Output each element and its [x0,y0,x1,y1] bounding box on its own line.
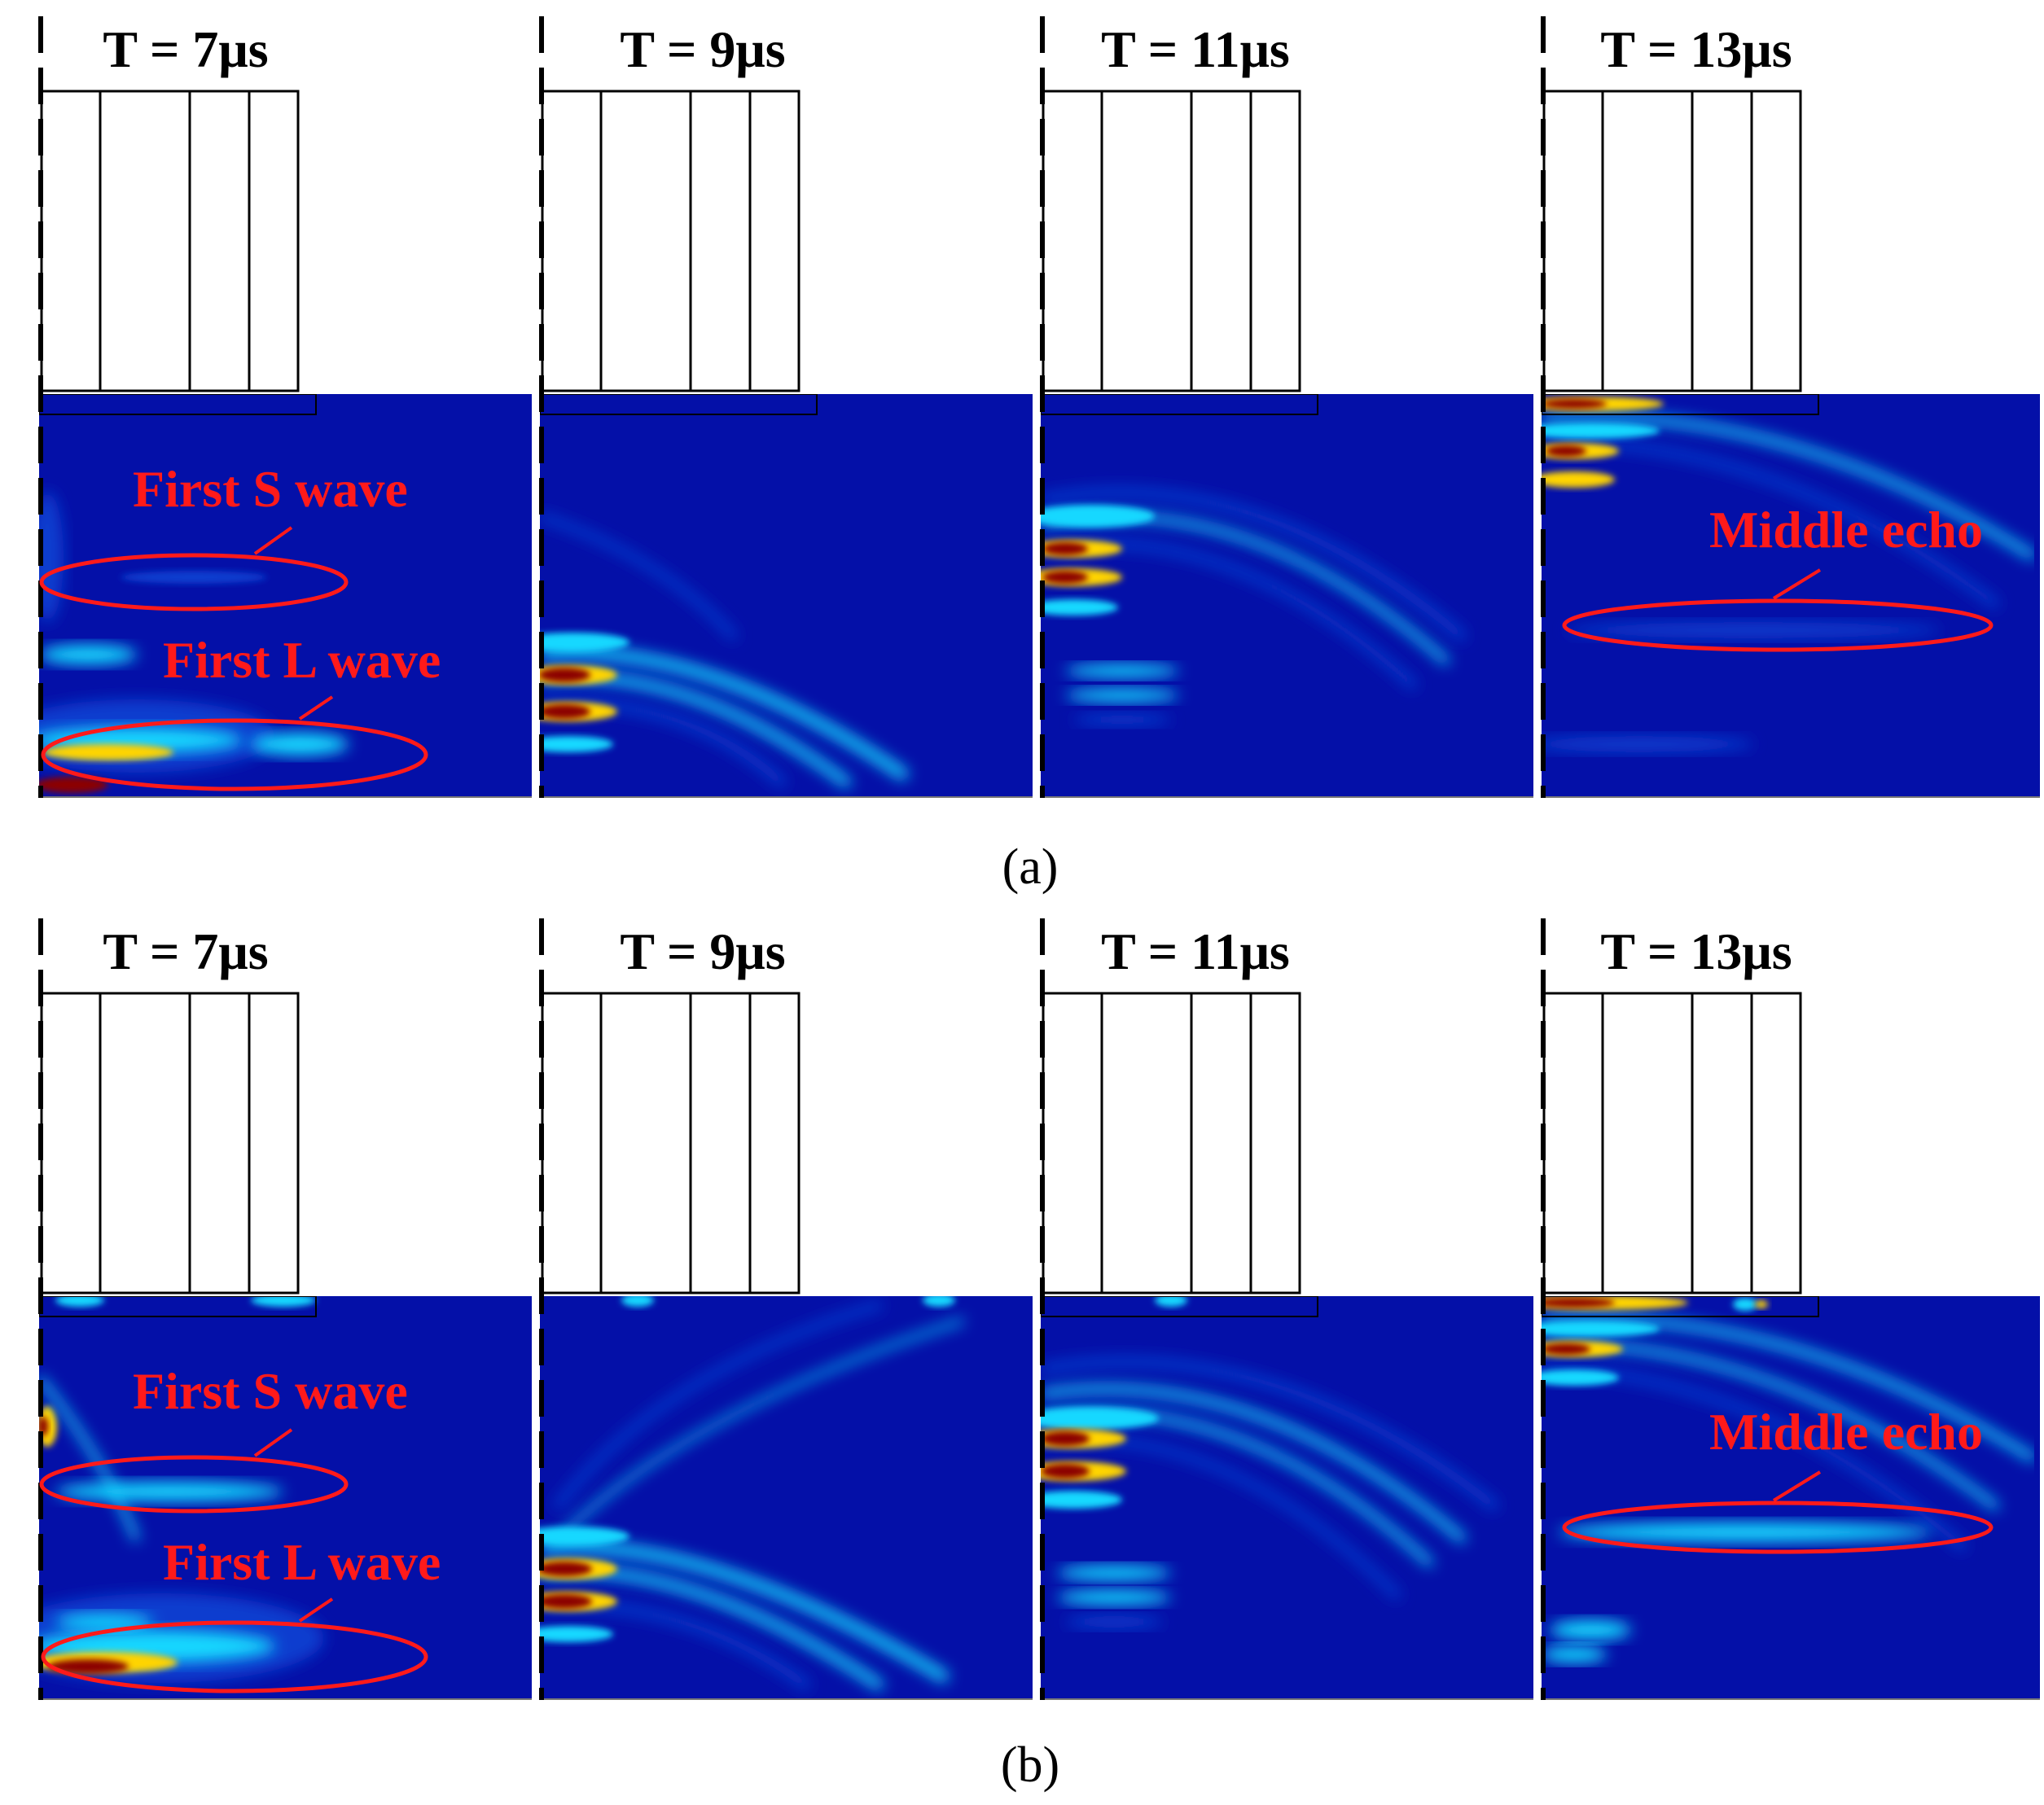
wave-field [540,1296,1033,1700]
wave-field [1542,394,2040,798]
wave-field [1041,1296,1533,1700]
annotation-label-middle-echo: Middle echo [1709,501,1983,559]
transducer [1042,992,1301,1295]
annotation-ellipse [39,553,349,611]
panel-a4: T = 13μs [1541,16,2040,798]
transducer [541,992,800,1295]
transducer [1042,90,1301,392]
annotation-label-middle-echo: Middle echo [1709,1403,1983,1461]
time-label: T = 11μs [1101,922,1290,980]
annotation-label-s-wave: First S wave [133,460,408,518]
panel-b2: T = 9μs [539,918,1033,1700]
wave-field [39,394,532,798]
time-label: T = 13μs [1600,20,1792,78]
row-a: T = 7μs [38,16,2040,895]
annotation-ellipse [41,1620,428,1693]
transducer [40,90,300,392]
row-b: T = 7μs [38,918,2040,1793]
time-label: T = 7μs [103,922,268,980]
time-label: T = 9μs [620,20,785,78]
annotation-leader [298,695,334,721]
wave-field [39,1296,532,1700]
time-label: T = 11μs [1101,20,1290,78]
transducer [1542,90,1802,392]
annotation-ellipse [39,1455,349,1514]
panel-b3: T = 11μs [1040,918,1533,1700]
panel-a3: T = 11μs [1040,16,1533,798]
annotation-ellipse [1562,1501,1994,1554]
time-label: T = 7μs [103,20,268,78]
annotation-leader [1772,1470,1822,1502]
time-label: T = 13μs [1600,922,1792,980]
wave-field [540,394,1033,798]
caption-a: (a) [1002,839,1059,895]
annotation-leader [298,1597,334,1623]
panel-a2: T = 9μs [539,16,1033,798]
transducer [40,992,300,1295]
wave-field [1542,1296,2040,1700]
wave-field [1041,394,1533,798]
panel-b1: T = 7μs [38,918,532,1700]
annotation-ellipse [41,718,428,791]
caption-b: (b) [1001,1737,1059,1793]
annotation-label-l-wave: First L wave [163,1533,441,1591]
annotation-label-l-wave: First L wave [163,631,441,689]
transducer [1542,992,1802,1295]
annotation-ellipse [1562,598,1994,652]
time-label: T = 9μs [620,922,785,980]
panel-a1: T = 7μs [38,16,532,798]
panel-b4: T = 13μs [1541,918,2040,1700]
transducer [541,90,800,392]
annotation-label-s-wave: First S wave [133,1362,408,1420]
annotation-leader [253,1428,293,1457]
annotation-leader [253,526,293,555]
annotation-leader [1772,568,1822,600]
